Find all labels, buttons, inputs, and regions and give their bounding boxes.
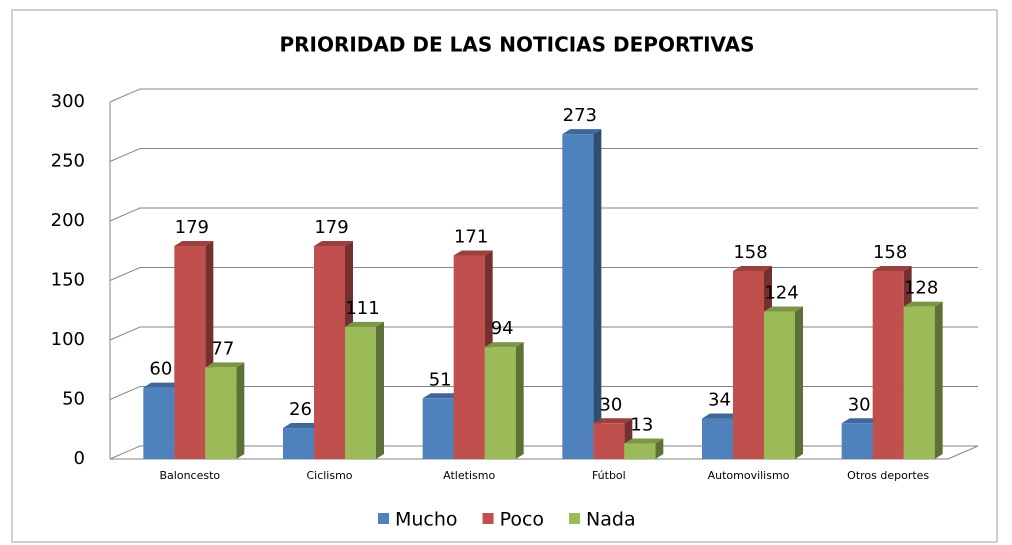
data-label: 273 [563,105,597,126]
x-tick-label: Automovilismo [708,469,790,482]
grid-line [109,445,978,460]
x-tick-label: Fútbol [592,469,626,482]
data-label: 34 [708,390,731,411]
data-label: 158 [873,242,907,263]
data-label: 77 [211,338,234,359]
y-tick-label: 300 [51,91,85,112]
bar-top [872,265,912,271]
data-label: 158 [733,242,767,263]
data-label: 94 [491,318,514,339]
bar-top [484,342,524,348]
bar [484,347,516,459]
bar-top [903,301,943,307]
bar-top [764,306,803,312]
bar-top [314,240,353,246]
bar-top [283,423,322,429]
bar [205,367,237,459]
bar-top [733,265,772,271]
bar [174,245,206,459]
bar [702,418,733,459]
y-tick-label: 150 [51,270,85,291]
bar [283,428,314,459]
data-label: 124 [764,282,798,303]
y-tick-label: 100 [51,329,85,350]
legend-label: Poco [500,509,544,531]
data-label: 51 [429,369,452,390]
bar [903,306,935,459]
bar [562,134,594,459]
data-label: 30 [848,394,871,415]
legend-swatch [378,513,389,524]
y-tick-label: 0 [74,448,85,469]
x-tick-label: Atletismo [443,469,495,482]
bar-side [795,306,803,459]
bar-side [655,438,664,459]
grid-line [109,88,978,103]
y-tick-label: 200 [51,210,85,231]
bar [624,443,656,459]
legend-label: Nada [586,509,636,531]
legend-swatch [569,513,581,524]
data-label: 30 [599,394,622,415]
bar-top [593,418,633,424]
bar-top [562,129,602,135]
bar [143,387,175,459]
x-tick-label: Ciclismo [306,469,352,482]
bar [764,311,795,459]
bar [733,270,764,459]
bar-top [143,382,183,388]
chart-title: PRIORIDAD DE LAS NOTICIAS DEPORTIVAS [279,33,754,57]
chart-frame [11,9,998,543]
bar-top [453,250,493,256]
grid-line [109,386,978,400]
bar-side [376,321,384,459]
bar [314,245,345,459]
bar [345,326,376,459]
grid-line [109,326,978,341]
data-label: 111 [345,298,379,319]
data-label: 128 [904,278,938,299]
legend-label: Mucho [395,509,458,531]
data-label: 60 [149,359,172,380]
bar-side [934,301,943,459]
legend-swatch [482,513,494,524]
bar-top [205,362,245,368]
y-tick-label: 50 [62,389,85,410]
bar-top [345,321,384,327]
bar-top [174,240,214,246]
bar-side [236,362,245,459]
data-label: 26 [289,399,312,420]
grid-line [109,207,978,222]
bar [841,423,873,459]
x-tick-label: Otros deportes [847,469,929,482]
floor [110,445,979,460]
data-label: 179 [314,217,348,238]
bar-top [422,393,462,399]
x-tick-label: Baloncesto [160,469,221,482]
grid-line [109,148,978,162]
bar-top [624,438,664,444]
bar-side [593,129,602,459]
bar [453,255,485,459]
grid-line [109,267,978,281]
bar-side [515,342,524,459]
data-label: 179 [175,217,209,238]
bar-top [702,413,741,419]
data-label: 171 [454,227,488,248]
bar [872,270,904,459]
bar [593,423,625,459]
y-tick-label: 250 [51,151,85,172]
data-label: 13 [630,415,653,436]
bar-top [841,418,881,424]
bar [422,398,454,459]
